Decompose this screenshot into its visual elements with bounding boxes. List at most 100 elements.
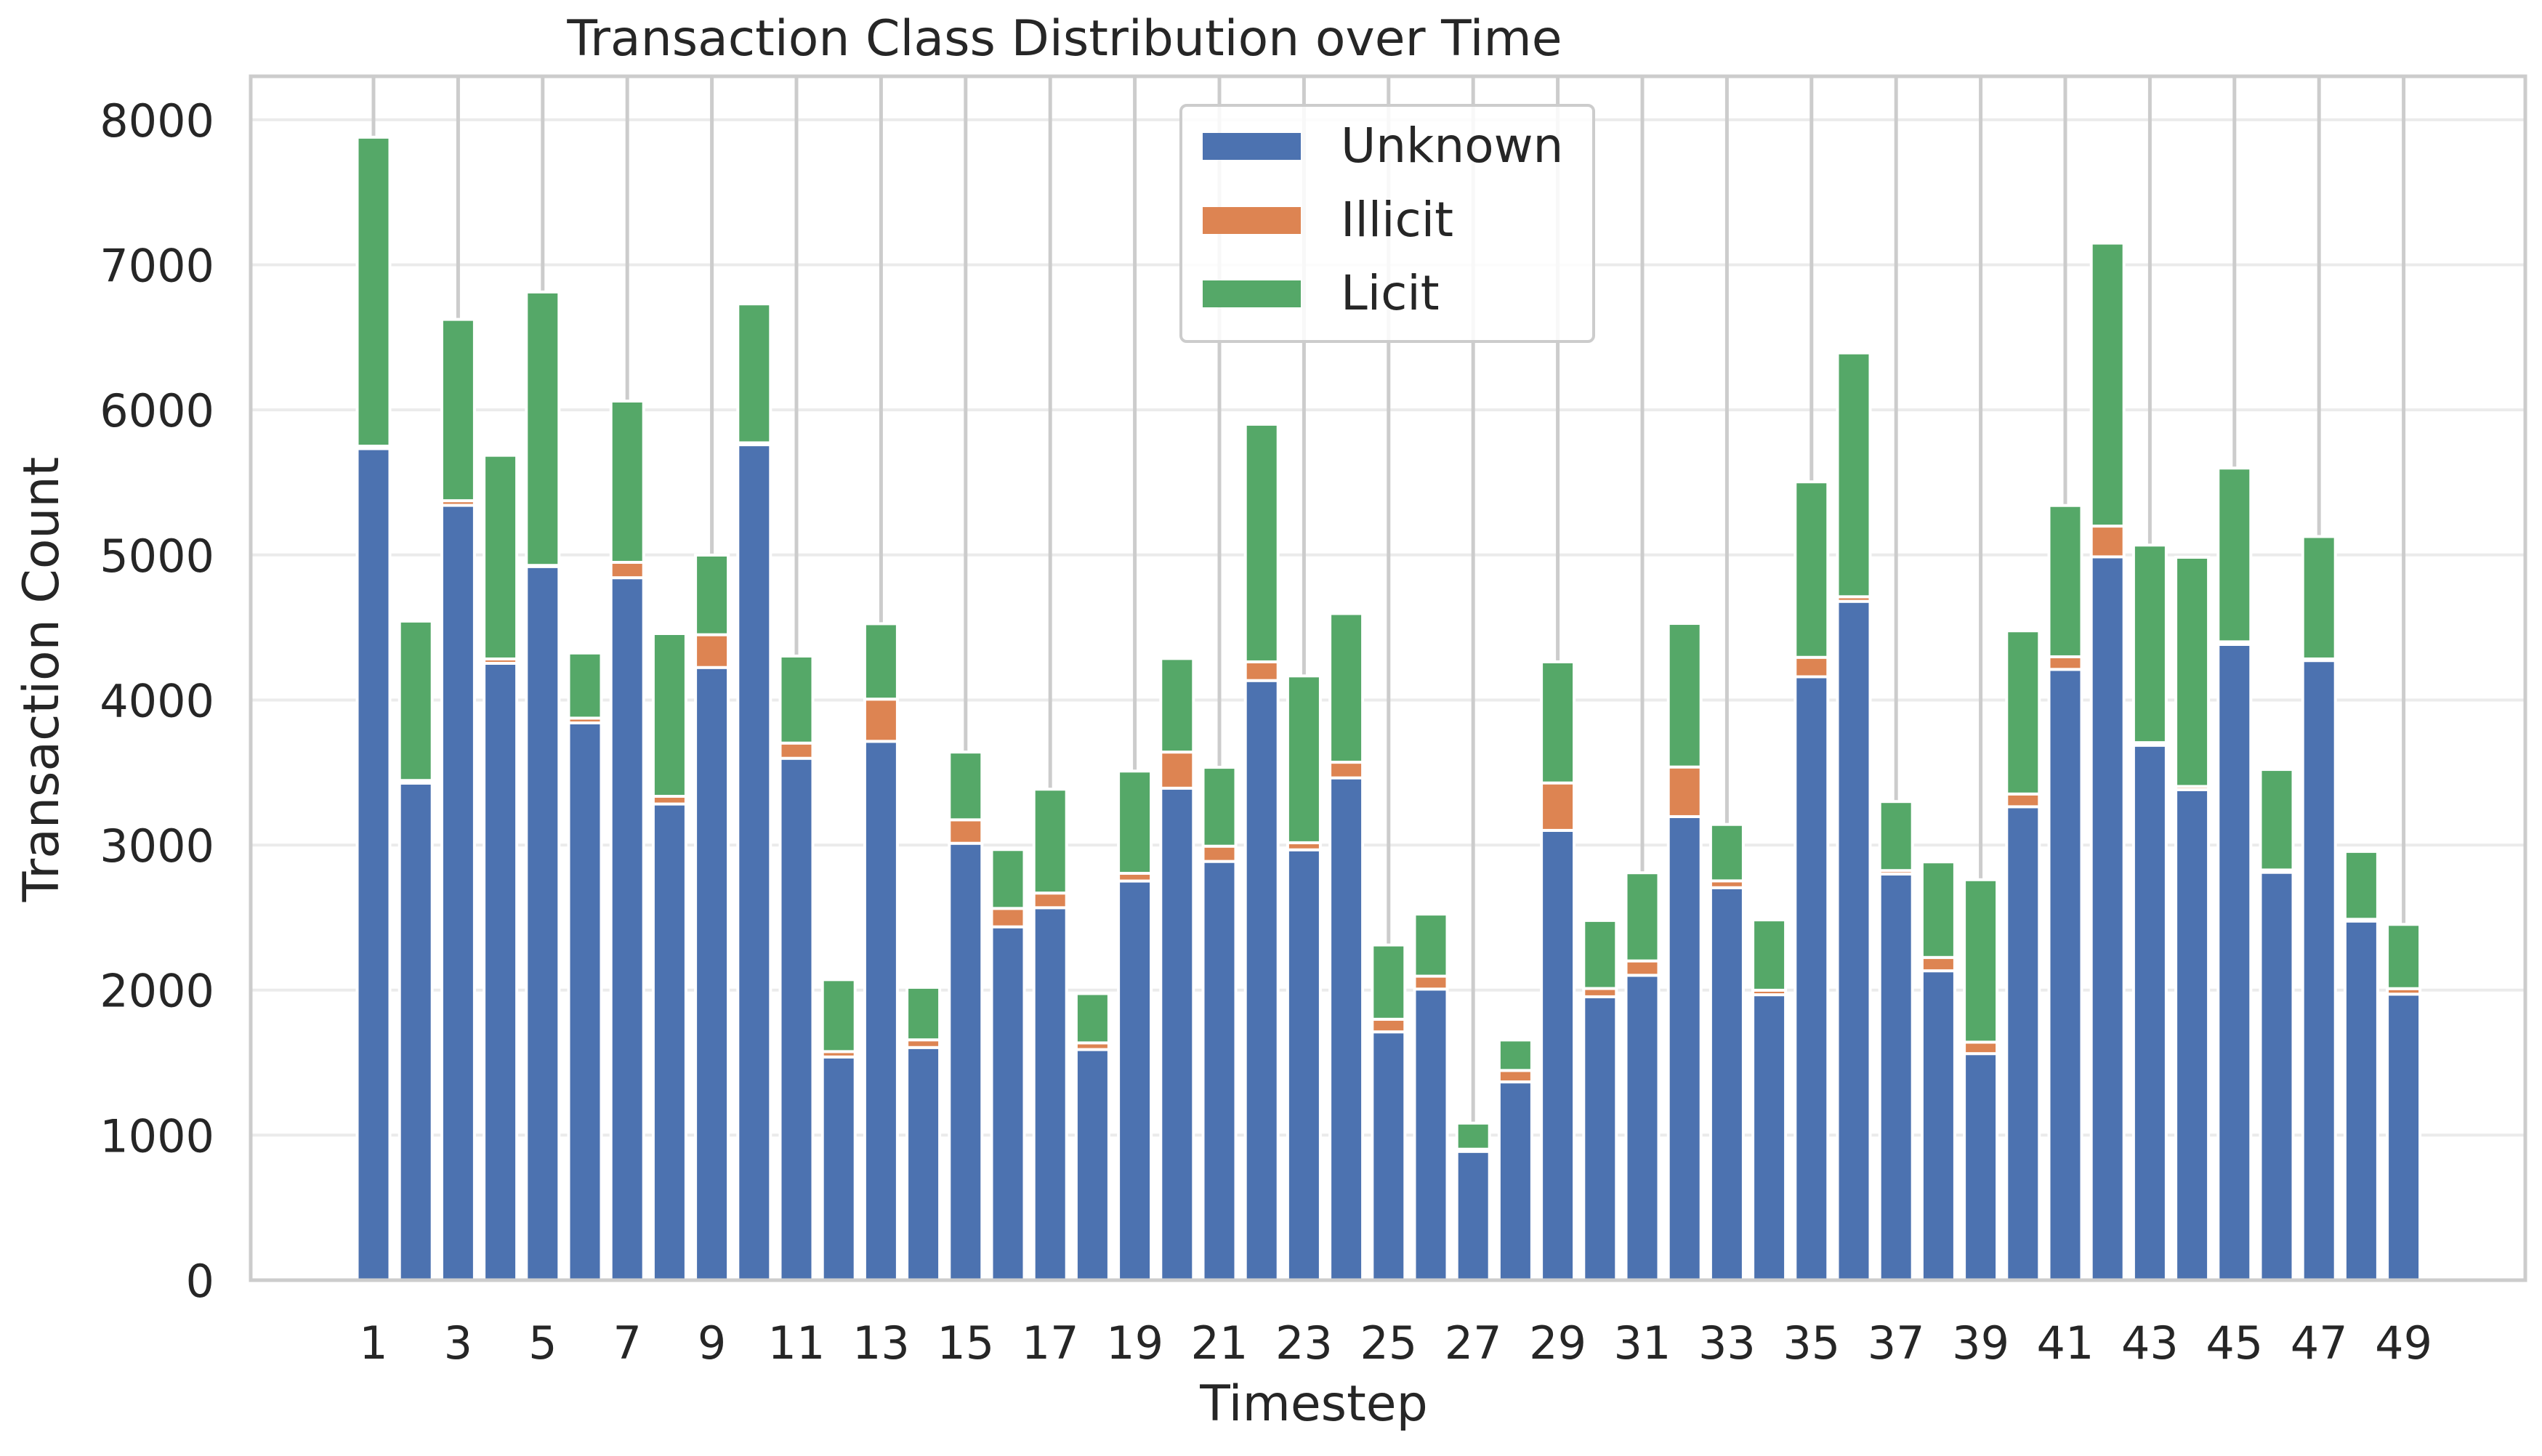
bar-licit-t19 <box>1117 769 1153 875</box>
bar-licit-t32 <box>1666 622 1703 769</box>
bar-unknown-t7 <box>609 576 645 1282</box>
bar-illicit-t20 <box>1159 751 1195 790</box>
bar-licit-t47 <box>2301 535 2337 660</box>
bar-unknown-t39 <box>1963 1052 1999 1282</box>
bar-licit-t44 <box>2174 556 2211 788</box>
legend-label-licit: Licit <box>1341 265 1440 321</box>
bar-unknown-t9 <box>694 666 730 1282</box>
bar-unknown-t16 <box>990 925 1026 1282</box>
bar-licit-t48 <box>2343 849 2379 921</box>
bar-unknown-t10 <box>736 443 772 1282</box>
y-tick-label: 6000 <box>100 384 214 437</box>
bar-illicit-t31 <box>1624 959 1661 977</box>
bar-unknown-t3 <box>440 503 476 1282</box>
bar-licit-t39 <box>1963 878 1999 1044</box>
bar-unknown-t32 <box>1666 814 1703 1282</box>
legend-swatch-licit <box>1203 280 1301 307</box>
bar-unknown-t46 <box>2259 870 2295 1282</box>
x-tick-label: 31 <box>1614 1317 1671 1370</box>
bar-illicit-t24 <box>1328 761 1365 780</box>
bar-unknown-t22 <box>1243 679 1280 1282</box>
bar-licit-t8 <box>651 632 687 798</box>
bar-illicit-t35 <box>1793 655 1830 679</box>
bar-unknown-t6 <box>567 721 603 1282</box>
bar-licit-t40 <box>2005 629 2041 796</box>
bar-unknown-t20 <box>1159 786 1195 1282</box>
bar-licit-t17 <box>1032 788 1068 895</box>
x-tick-label: 49 <box>2375 1317 2432 1370</box>
bar-licit-t37 <box>1878 800 1914 873</box>
bar-unknown-t42 <box>2089 555 2126 1282</box>
bar-unknown-t30 <box>1582 995 1618 1282</box>
bar-unknown-t31 <box>1624 974 1661 1282</box>
x-tick-label: 41 <box>2037 1317 2094 1370</box>
bar-unknown-t5 <box>525 565 561 1282</box>
bar-licit-t31 <box>1624 871 1661 963</box>
x-tick-label: 19 <box>1106 1317 1163 1370</box>
bars <box>355 135 2422 1282</box>
x-axis-label: Timestep <box>1199 1375 1428 1433</box>
bar-unknown-t40 <box>2005 805 2041 1282</box>
bar-unknown-t44 <box>2174 788 2211 1282</box>
bar-licit-t25 <box>1371 943 1407 1021</box>
x-tick-label: 43 <box>2121 1317 2179 1370</box>
x-tick-label: 11 <box>768 1317 826 1370</box>
bar-illicit-t29 <box>1540 781 1576 832</box>
bar-unknown-t2 <box>398 781 434 1282</box>
bar-licit-t35 <box>1793 480 1830 659</box>
y-tick-label: 8000 <box>100 94 214 147</box>
bar-unknown-t23 <box>1286 848 1322 1282</box>
x-tick-label: 29 <box>1529 1317 1586 1370</box>
bar-unknown-t1 <box>355 447 392 1282</box>
bar-licit-t30 <box>1582 918 1618 990</box>
bar-licit-t7 <box>609 399 645 564</box>
bar-unknown-t41 <box>2047 668 2083 1282</box>
x-tick-label: 23 <box>1275 1317 1333 1370</box>
plot-frame <box>249 74 2527 1282</box>
x-tick-labels: 1 3 5 7 9 11 13 15 17 19 21 23 25 27 29 31 33 35 37 39 41 43 4… <box>359 1317 2432 1370</box>
bar-licit-t20 <box>1159 657 1195 754</box>
bar-illicit-t9 <box>694 633 730 669</box>
bar-unknown-t15 <box>948 841 984 1282</box>
bar-licit-t11 <box>778 654 815 745</box>
bar-illicit-t28 <box>1497 1069 1533 1084</box>
y-tick-labels: 0 1000 2000 3000 4000 5000 6000 7000 8000 <box>100 94 214 1308</box>
bar-illicit-t39 <box>1963 1040 1999 1056</box>
y-axis-label: Transaction Count <box>13 457 70 903</box>
bar-unknown-t12 <box>820 1055 857 1282</box>
bar-licit-t33 <box>1708 822 1745 883</box>
bar-illicit-t26 <box>1413 974 1449 991</box>
bar-licit-t42 <box>2089 241 2126 528</box>
bar-licit-t36 <box>1836 351 1872 599</box>
x-tick-label: 37 <box>1868 1317 1925 1370</box>
bar-illicit-t22 <box>1243 660 1280 682</box>
legend-label-illicit: Illicit <box>1341 192 1453 248</box>
y-tick-label: 4000 <box>100 674 214 727</box>
bar-licit-t46 <box>2259 768 2295 872</box>
bar-unknown-t19 <box>1117 879 1153 1282</box>
bar-licit-t23 <box>1286 674 1322 844</box>
bar-licit-t24 <box>1328 612 1365 764</box>
x-tick-label: 45 <box>2206 1317 2263 1370</box>
bar-licit-t34 <box>1751 918 1788 992</box>
bar-unknown-t29 <box>1540 828 1576 1282</box>
x-tick-label: 1 <box>359 1317 387 1370</box>
bar-illicit-t38 <box>1920 955 1956 973</box>
bar-licit-t22 <box>1243 422 1280 663</box>
bar-unknown-t27 <box>1455 1149 1491 1282</box>
bar-illicit-t32 <box>1666 765 1703 818</box>
bar-unknown-t25 <box>1371 1030 1407 1282</box>
bar-unknown-t18 <box>1074 1048 1110 1282</box>
bar-licit-t5 <box>525 290 561 567</box>
bar-unknown-t13 <box>863 740 899 1282</box>
y-tick-label: 7000 <box>100 240 214 293</box>
bar-licit-t4 <box>483 453 519 660</box>
y-tick-label: 3000 <box>100 820 214 873</box>
x-tick-label: 13 <box>852 1317 910 1370</box>
bar-licit-t1 <box>355 135 392 448</box>
x-tick-label: 3 <box>444 1317 472 1370</box>
bar-unknown-t4 <box>483 661 519 1282</box>
bar-unknown-t47 <box>2301 659 2337 1282</box>
